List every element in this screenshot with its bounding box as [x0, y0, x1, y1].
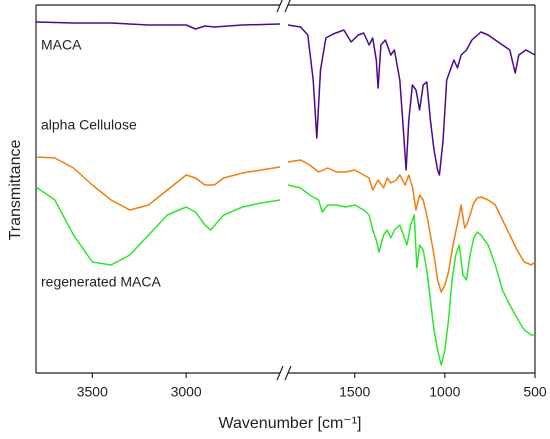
x-axis-label: Wavenumber [cm⁻¹] — [219, 415, 362, 432]
spectrum-line — [35, 184, 535, 366]
y-axis-label: Transmittance — [7, 140, 24, 241]
spectrum-line — [35, 156, 536, 293]
axis-break — [276, 0, 292, 381]
x-tick-label: 1000 — [429, 384, 460, 400]
x-tick-label: 3000 — [171, 384, 202, 400]
x-tick-label: 1500 — [339, 384, 370, 400]
series-label: MACA — [41, 37, 82, 53]
series-label: regenerated MACA — [41, 274, 162, 290]
x-tick-label: 3500 — [77, 384, 108, 400]
spectrum-line — [35, 21, 536, 176]
x-tick-label: 500 — [523, 384, 547, 400]
series-label: alpha Cellulose — [41, 117, 137, 133]
